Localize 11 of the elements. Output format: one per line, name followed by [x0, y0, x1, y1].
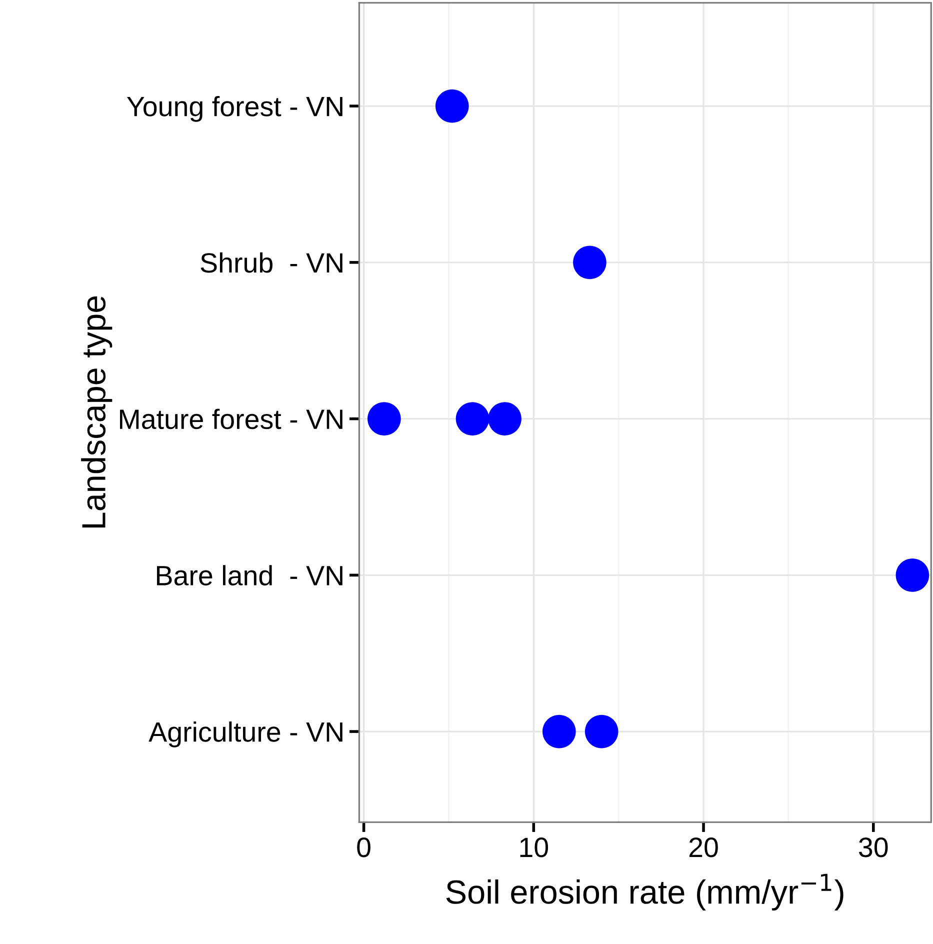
x-axis-title: Soil erosion rate (mm/yr$^{−1}$): [446, 874, 844, 910]
y-axis-title: Landscape type: [81, 296, 112, 528]
y-tick-label: Bare land - VN: [157, 565, 342, 586]
x-tick-label: 0: [357, 838, 370, 858]
y-tick-label: Young forest - VN: [126, 96, 342, 122]
x-tick-label: 30: [858, 838, 888, 858]
y-tick-label: Mature forest - VN: [120, 408, 342, 430]
y-tick-label: Agriculture - VN: [148, 721, 342, 748]
y-tick-label: Shrub - VN: [200, 252, 342, 273]
x-tick-label: 10: [520, 838, 548, 858]
x-tick-label: 20: [689, 838, 718, 858]
